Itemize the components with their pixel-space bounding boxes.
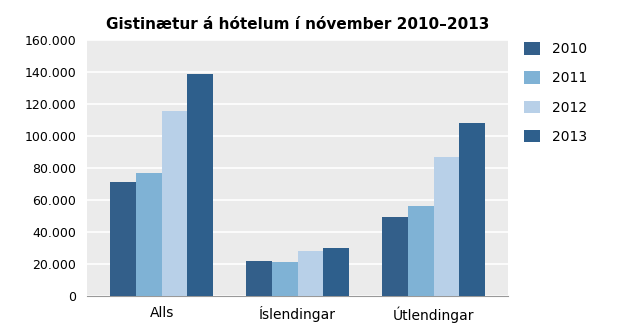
- Bar: [298, 251, 324, 296]
- Bar: [272, 262, 298, 296]
- Legend: 2010, 2011, 2012, 2013: 2010, 2011, 2012, 2013: [524, 42, 587, 144]
- Bar: [246, 261, 272, 296]
- Bar: [408, 206, 433, 296]
- Bar: [136, 173, 162, 296]
- Bar: [110, 182, 136, 296]
- Bar: [433, 157, 459, 296]
- Title: Gistinætur á hótelum í nóvember 2010–2013: Gistinætur á hótelum í nóvember 2010–201…: [106, 17, 489, 32]
- Bar: [459, 123, 485, 296]
- Bar: [382, 217, 408, 296]
- Bar: [162, 111, 187, 296]
- Bar: [324, 248, 349, 296]
- Bar: [187, 74, 213, 296]
